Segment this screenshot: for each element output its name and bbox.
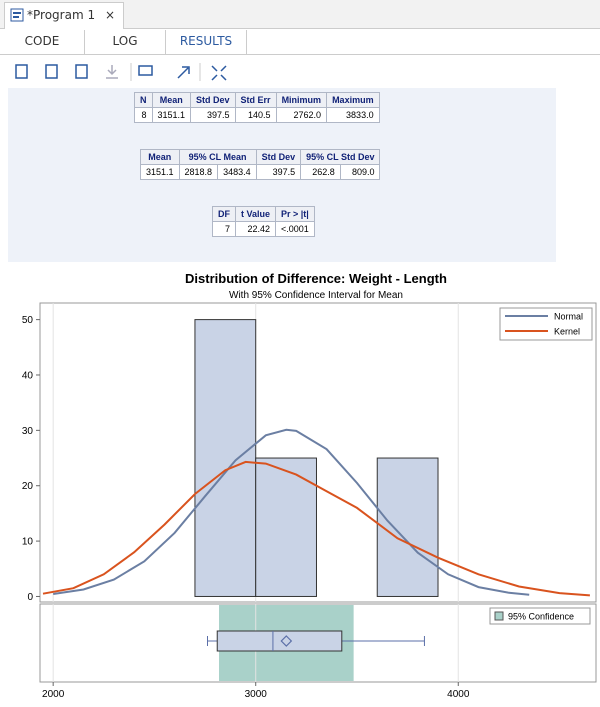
tab-bar: *Program 1 × <box>0 0 600 29</box>
box <box>216 630 343 652</box>
x-tick-label: 3000 <box>245 689 268 700</box>
toolbar <box>15 63 227 81</box>
table-cell: 22.42 <box>234 221 277 237</box>
tool-pdf[interactable] <box>45 64 58 79</box>
table-cell: 8 <box>134 107 153 123</box>
tool-rtf[interactable] <box>75 64 88 79</box>
legend-label: 95% Confidence <box>508 612 574 622</box>
table-header: DF <box>212 206 236 222</box>
table-cell: 3151.1 <box>151 107 192 123</box>
table-header: Maximum <box>326 92 380 108</box>
legend <box>489 607 591 625</box>
bar <box>376 457 439 597</box>
chart-subtitle: With 95% Confidence Interval for Mean <box>229 290 403 301</box>
table-cell: <.0001 <box>275 221 315 237</box>
legend-label: Normal <box>554 312 583 322</box>
ttest-table: DF t Value Pr > |t| 7 22.42 <.0001 <box>212 206 315 237</box>
tool-print[interactable] <box>138 65 153 76</box>
table-header: Std Dev <box>255 149 302 165</box>
table-cell: 397.5 <box>190 107 236 123</box>
table-header: Minimum <box>275 92 328 108</box>
table-header: Mean <box>140 149 180 165</box>
y-tick-label: 40 <box>22 370 34 381</box>
density-curve <box>53 428 530 596</box>
y-tick-label: 10 <box>22 537 34 548</box>
density-curve <box>42 460 590 597</box>
table-cell: 3151.1 <box>140 164 180 180</box>
table-cell: 2818.8 <box>178 164 219 180</box>
table-header: Std Err <box>234 92 277 108</box>
ci-table: Mean 95% CL Mean Std Dev 95% CL Std Dev 315… <box>140 149 381 180</box>
x-tick-label: 2000 <box>42 689 65 700</box>
tab-strip: CODE LOG RESULTS <box>0 30 600 55</box>
table-cell: 397.5 <box>255 164 302 180</box>
table-cell: 3833.0 <box>326 107 380 123</box>
log-tab[interactable]: LOG <box>85 30 166 54</box>
stats-table: N Mean Std Dev Std Err Minimum Maximum 8 3151.… <box>134 92 380 123</box>
table-cell: 262.8 <box>300 164 341 180</box>
table-header: Std Dev <box>190 92 236 108</box>
table-cell: 809.0 <box>339 164 381 180</box>
results-panel: N Mean Std Dev Std Err Minimum Maximum 8 3151.… <box>8 88 556 262</box>
tool-html[interactable] <box>15 64 28 79</box>
table-cell: 140.5 <box>234 107 277 123</box>
table-header: Pr > |t| <box>275 206 315 222</box>
y-tick-label: 30 <box>22 426 34 437</box>
table-header: Mean <box>151 92 192 108</box>
table-cell: 2762.0 <box>275 107 328 123</box>
chart-title: Distribution of Difference: Weight - Len… <box>185 271 447 286</box>
plot-frame <box>39 302 597 603</box>
program-icon <box>10 8 24 22</box>
program-tab[interactable]: *Program 1 × <box>4 2 124 29</box>
mean-marker <box>280 635 293 647</box>
tool-download[interactable] <box>106 65 118 79</box>
bar <box>255 457 317 597</box>
table-header: N <box>134 92 153 108</box>
results-tab[interactable]: RESULTS <box>166 30 247 54</box>
code-tab[interactable]: CODE <box>0 30 85 54</box>
y-tick-label: 50 <box>22 315 34 326</box>
y-tick-label: 0 <box>27 592 33 603</box>
table-cell: 7 <box>212 221 236 237</box>
table-header: t Value <box>234 206 277 222</box>
bar <box>194 319 257 597</box>
x-tick-label: 4000 <box>447 689 470 700</box>
table-header: 95% CL Mean <box>178 149 257 165</box>
tool-expand[interactable] <box>177 66 190 79</box>
legend-swatch <box>494 611 504 621</box>
table-cell: 3483.4 <box>217 164 257 180</box>
table-header: 95% CL Std Dev <box>300 149 381 165</box>
chart: Distribution of Difference: Weight - Len… <box>22 271 597 700</box>
tab-close[interactable]: × <box>105 8 116 22</box>
y-tick-label: 20 <box>22 481 34 492</box>
legend <box>499 307 593 341</box>
tab-title: *Program 1 <box>27 8 96 22</box>
legend-label: Kernel <box>554 327 580 337</box>
tool-collapse[interactable] <box>211 65 227 81</box>
